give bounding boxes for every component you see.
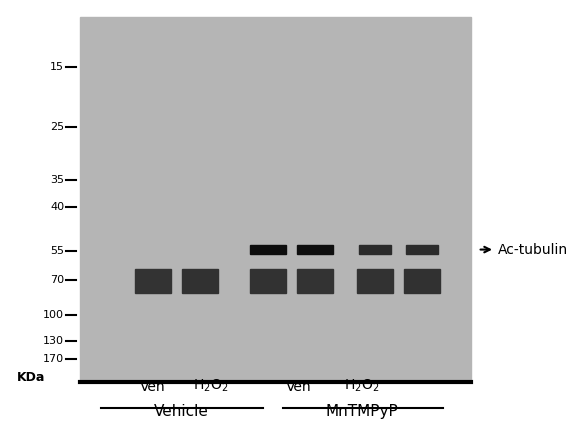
Text: Veh: Veh — [140, 380, 166, 394]
Text: KDa: KDa — [17, 371, 46, 384]
Text: 35: 35 — [50, 175, 64, 185]
Bar — [135, 269, 170, 293]
Bar — [404, 269, 439, 293]
Text: MnTMPyP: MnTMPyP — [325, 404, 398, 419]
Text: 70: 70 — [50, 275, 64, 285]
Text: 40: 40 — [50, 202, 64, 212]
Text: H$_2$O$_2$: H$_2$O$_2$ — [193, 377, 228, 394]
Bar — [359, 245, 391, 255]
Text: Vehicle: Vehicle — [154, 404, 209, 419]
Bar — [357, 269, 393, 293]
Bar — [406, 245, 438, 255]
Text: 100: 100 — [43, 310, 64, 320]
Text: Ac-tubulin: Ac-tubulin — [498, 243, 568, 257]
Text: 170: 170 — [43, 354, 64, 364]
Bar — [297, 269, 332, 293]
Bar — [250, 269, 286, 293]
Bar — [80, 17, 471, 382]
Text: 130: 130 — [43, 336, 64, 346]
Text: 25: 25 — [50, 122, 64, 132]
Text: 15: 15 — [50, 62, 64, 73]
Text: 55: 55 — [50, 246, 64, 256]
Text: Veh: Veh — [286, 380, 312, 394]
Bar — [297, 245, 332, 255]
Text: H$_2$O$_2$: H$_2$O$_2$ — [344, 377, 380, 394]
Bar — [182, 269, 218, 293]
Bar — [250, 245, 286, 255]
